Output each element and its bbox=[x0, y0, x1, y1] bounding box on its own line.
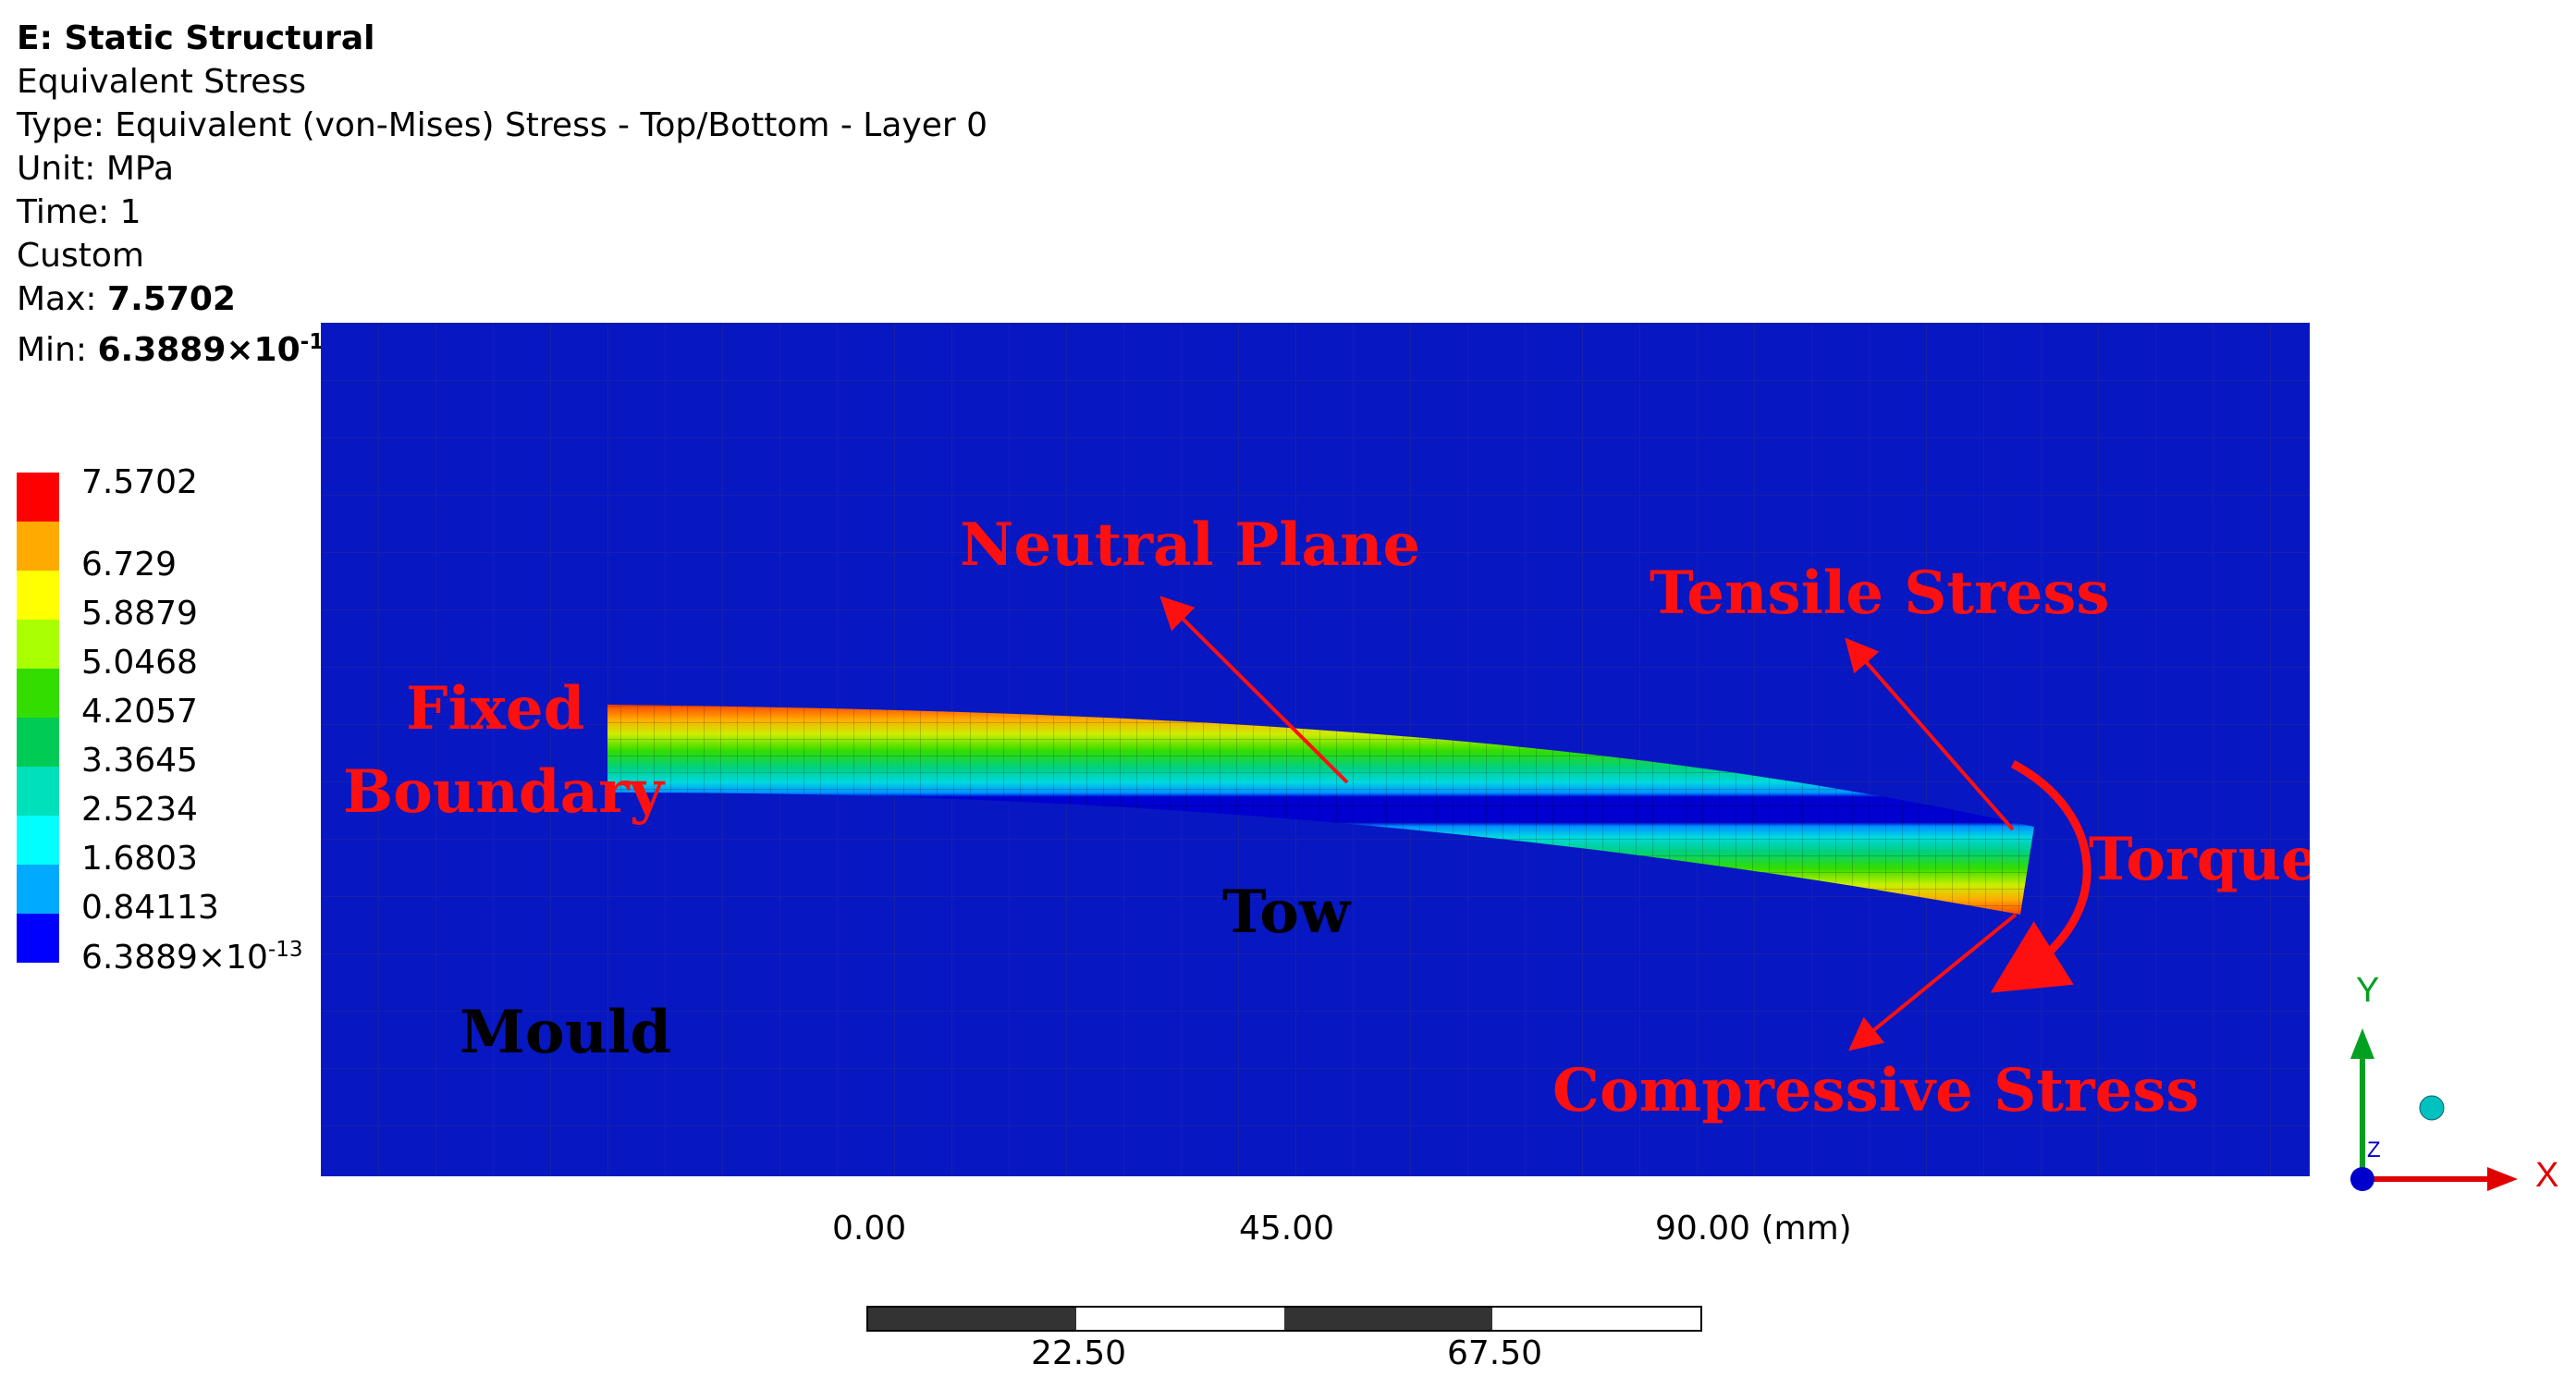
legend-swatch bbox=[17, 718, 59, 767]
result-info: E: Static Structural Equivalent Stress T… bbox=[17, 17, 987, 372]
scale-seg-3 bbox=[1284, 1308, 1492, 1330]
tow-mesh bbox=[607, 705, 2034, 915]
z-axis-label: Z bbox=[2367, 1137, 2381, 1162]
legend-item: 5.0468 bbox=[17, 620, 368, 682]
graphics-viewport[interactable]: Neutral Plane Tensile Stress Fixed Bound… bbox=[321, 323, 2310, 1176]
y-axis-head bbox=[2350, 1028, 2374, 1059]
x-axis-label: X bbox=[2535, 1156, 2559, 1195]
y-axis-label: Y bbox=[2356, 971, 2380, 1010]
legend-item: 4.2057 bbox=[17, 669, 368, 731]
z-axis-dot bbox=[2350, 1167, 2374, 1191]
legend-swatch bbox=[17, 914, 59, 963]
scale-label-67: 67.50 bbox=[1447, 1334, 1543, 1372]
legend-label: 2.5234 bbox=[81, 791, 198, 829]
legend-label: 4.2057 bbox=[81, 693, 198, 731]
scale-label-0: 0.00 bbox=[832, 1210, 907, 1248]
torque-label: Torque bbox=[2089, 825, 2310, 894]
tensile-stress-label: Tensile Stress bbox=[1650, 559, 2110, 628]
legend-swatch bbox=[17, 865, 59, 914]
fixed-label: Fixed bbox=[406, 674, 585, 744]
min-row: Min: 6.3889×10-13 bbox=[17, 321, 987, 372]
analysis-title: E: Static Structural bbox=[17, 19, 375, 57]
legend-label: 7.5702 bbox=[81, 463, 198, 501]
legend-item: 2.5234 bbox=[17, 767, 368, 829]
result-name: Equivalent Stress bbox=[17, 63, 306, 101]
legend-swatch bbox=[17, 669, 59, 718]
legend-item: 1.6803 bbox=[17, 816, 368, 878]
compressive-stress-arrow bbox=[1848, 913, 2018, 1051]
legend-item: 3.3645 bbox=[17, 718, 368, 780]
legend-label: 5.8879 bbox=[81, 595, 198, 633]
result-mode: Custom bbox=[17, 237, 144, 275]
boundary-label: Boundary bbox=[343, 757, 664, 827]
min-label: Min: bbox=[17, 331, 88, 369]
legend-item: 6.3889×10-13 bbox=[17, 914, 368, 977]
torque-arrow bbox=[1990, 760, 2091, 993]
legend-item: 0.84113 bbox=[17, 865, 368, 927]
max-value: 7.5702 bbox=[107, 280, 236, 318]
tow-label: Tow bbox=[1222, 878, 1351, 947]
legend-label: 0.84113 bbox=[81, 889, 219, 927]
tensile-stress-arrow bbox=[1845, 637, 2015, 831]
legend-swatch bbox=[17, 767, 59, 816]
neutral-plane-label: Neutral Plane bbox=[960, 510, 1421, 580]
x-axis-head bbox=[2487, 1167, 2518, 1191]
result-type: Type: Equivalent (von-Mises) Stress - To… bbox=[17, 106, 987, 144]
min-value: 6.3889×10 bbox=[97, 331, 301, 369]
mould-label: Mould bbox=[460, 998, 672, 1067]
result-unit: Unit: MPa bbox=[17, 150, 175, 188]
triad-svg bbox=[2350, 1028, 2518, 1191]
legend-label: 3.3645 bbox=[81, 742, 198, 780]
legend-item: 7.5702 bbox=[17, 463, 368, 522]
legend-swatch bbox=[17, 816, 59, 865]
legend-label: 6.729 bbox=[81, 546, 178, 584]
legend-label: 6.3889×10-13 bbox=[81, 938, 303, 977]
legend-swatch bbox=[17, 522, 59, 571]
compressive-stress-label: Compressive Stress bbox=[1552, 1056, 2200, 1125]
scale-label-45: 45.00 bbox=[1239, 1210, 1335, 1248]
scale-label-22: 22.50 bbox=[1031, 1334, 1127, 1372]
legend-label: 1.6803 bbox=[81, 840, 198, 878]
legend-swatch bbox=[17, 571, 59, 620]
max-row: Max: 7.5702 bbox=[17, 277, 987, 321]
iso-ball[interactable] bbox=[2419, 1095, 2445, 1121]
legend-item: 5.8879 bbox=[17, 571, 368, 633]
result-time: Time: 1 bbox=[17, 193, 141, 231]
legend-swatch bbox=[17, 620, 59, 669]
axis-triad[interactable]: Y X Z bbox=[2330, 971, 2576, 1202]
legend-label: 5.0468 bbox=[81, 644, 198, 682]
max-label: Max: bbox=[17, 280, 97, 318]
neutral-plane-arrow bbox=[1159, 596, 1349, 784]
legend-swatch bbox=[17, 473, 59, 522]
scale-track bbox=[866, 1306, 1702, 1332]
model-svg bbox=[321, 323, 2310, 1176]
legend-item: 6.729 bbox=[17, 522, 368, 584]
scale-seg-1 bbox=[868, 1308, 1076, 1330]
scale-label-90: 90.00 (mm) bbox=[1655, 1210, 1852, 1248]
